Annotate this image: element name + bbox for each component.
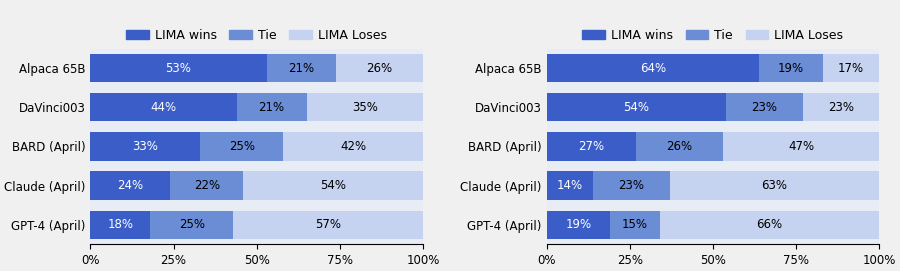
Bar — [593, 172, 670, 199]
Bar — [546, 172, 593, 199]
Bar — [307, 93, 423, 121]
Text: 21%: 21% — [258, 101, 284, 114]
Text: 42%: 42% — [340, 140, 366, 153]
Text: 57%: 57% — [315, 218, 341, 231]
Text: 47%: 47% — [788, 140, 814, 153]
Text: 19%: 19% — [778, 62, 804, 75]
Bar — [150, 211, 233, 239]
Bar — [610, 211, 660, 239]
Bar — [823, 54, 879, 82]
Bar — [670, 172, 879, 199]
Text: 33%: 33% — [132, 140, 158, 153]
Text: 23%: 23% — [752, 101, 778, 114]
Bar — [546, 132, 636, 160]
Bar — [170, 172, 243, 199]
Bar — [546, 93, 726, 121]
Bar — [90, 172, 170, 199]
Text: 19%: 19% — [565, 218, 591, 231]
Bar — [90, 132, 200, 160]
Text: 64%: 64% — [640, 62, 666, 75]
Text: 26%: 26% — [667, 140, 693, 153]
Bar — [284, 132, 423, 160]
Text: 24%: 24% — [117, 179, 143, 192]
Text: 54%: 54% — [624, 101, 650, 114]
Bar — [636, 132, 723, 160]
Text: 44%: 44% — [150, 101, 176, 114]
Text: 66%: 66% — [756, 218, 782, 231]
Text: 18%: 18% — [107, 218, 133, 231]
Bar — [237, 93, 307, 121]
Text: 27%: 27% — [579, 140, 605, 153]
Legend: LIMA wins, Tie, LIMA Loses: LIMA wins, Tie, LIMA Loses — [578, 24, 849, 47]
Text: 35%: 35% — [352, 101, 378, 114]
Bar — [760, 54, 823, 82]
Bar — [337, 54, 423, 82]
Bar — [726, 93, 803, 121]
Text: 15%: 15% — [622, 218, 648, 231]
Bar — [90, 93, 237, 121]
Bar — [660, 211, 879, 239]
Text: 25%: 25% — [179, 218, 205, 231]
Bar — [243, 172, 423, 199]
Text: 23%: 23% — [828, 101, 854, 114]
Text: 21%: 21% — [289, 62, 315, 75]
Bar — [546, 211, 610, 239]
Text: 54%: 54% — [320, 179, 346, 192]
Text: 23%: 23% — [618, 179, 644, 192]
Text: 22%: 22% — [194, 179, 220, 192]
Bar — [266, 54, 337, 82]
Text: 26%: 26% — [366, 62, 392, 75]
Text: 53%: 53% — [166, 62, 192, 75]
Bar — [546, 54, 760, 82]
Legend: LIMA wins, Tie, LIMA Loses: LIMA wins, Tie, LIMA Loses — [122, 24, 392, 47]
Text: 25%: 25% — [229, 140, 255, 153]
Text: 17%: 17% — [838, 62, 864, 75]
Bar — [233, 211, 423, 239]
Bar — [90, 211, 150, 239]
Text: 14%: 14% — [557, 179, 583, 192]
Bar — [803, 93, 879, 121]
Bar — [90, 54, 266, 82]
Bar — [200, 132, 284, 160]
Text: 63%: 63% — [761, 179, 788, 192]
Bar — [723, 132, 879, 160]
